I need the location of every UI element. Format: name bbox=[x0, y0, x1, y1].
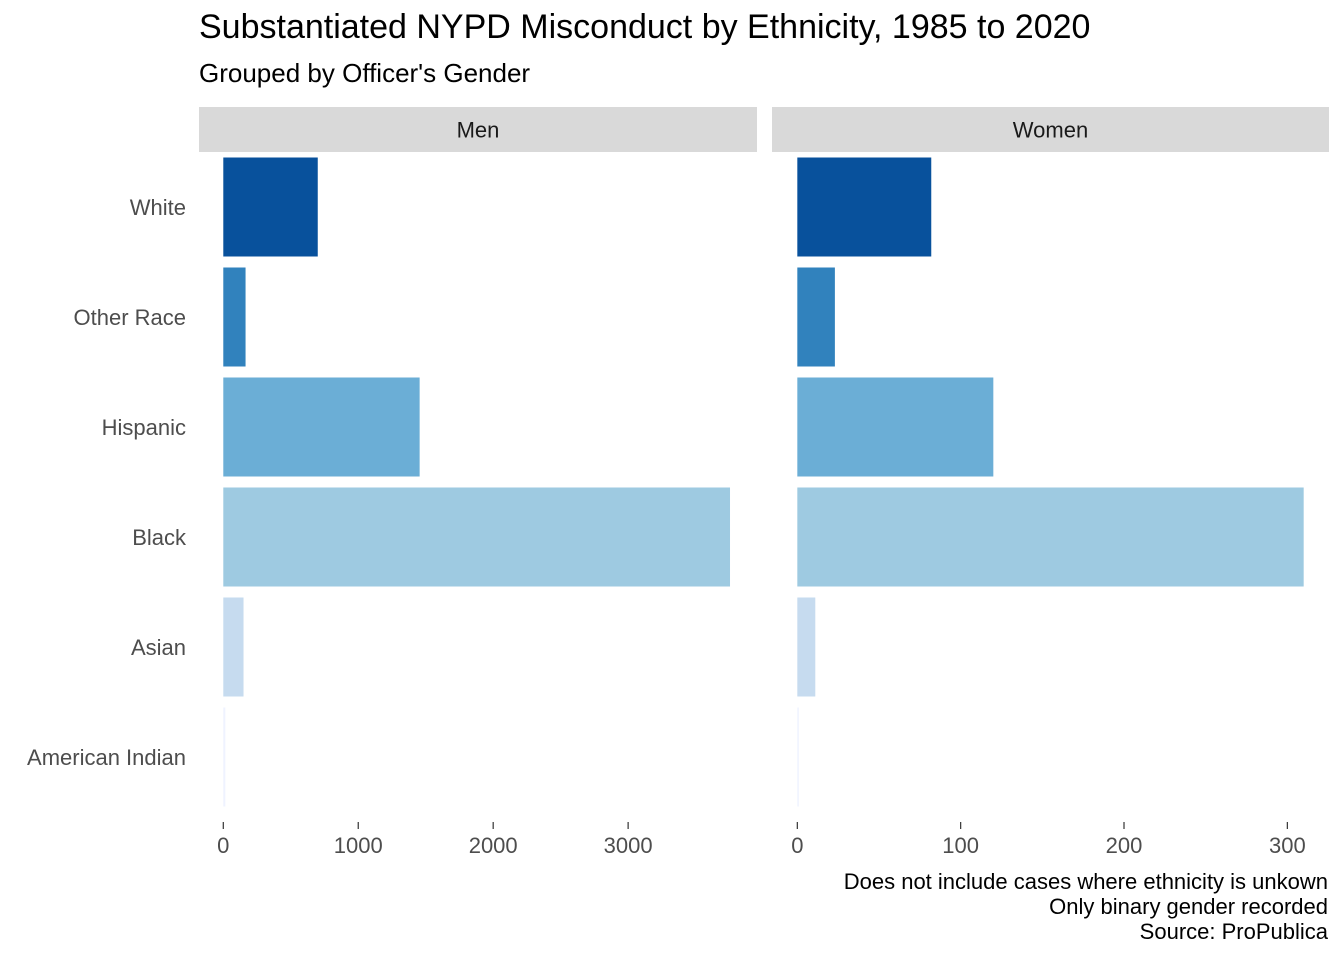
bar bbox=[797, 267, 835, 367]
y-tick-label: Other Race bbox=[74, 305, 187, 330]
chart-title: Substantiated NYPD Misconduct by Ethnici… bbox=[199, 8, 1091, 46]
y-tick-label: Hispanic bbox=[102, 415, 186, 440]
y-tick-label: Black bbox=[132, 525, 187, 550]
bar bbox=[797, 707, 799, 807]
bar bbox=[797, 157, 932, 257]
bar bbox=[797, 597, 816, 697]
facet-strip bbox=[772, 107, 1329, 152]
chart-subtitle: Grouped by Officer's Gender bbox=[199, 58, 531, 88]
bar bbox=[797, 487, 1304, 587]
bar bbox=[223, 377, 420, 477]
x-tick-label: 3000 bbox=[604, 833, 653, 858]
bar bbox=[797, 377, 994, 477]
bar bbox=[223, 157, 318, 257]
x-tick-label: 200 bbox=[1106, 833, 1143, 858]
x-tick-label: 0 bbox=[791, 833, 803, 858]
x-tick-label: 2000 bbox=[469, 833, 518, 858]
y-tick-label: Asian bbox=[131, 635, 186, 660]
facet-strip-label: Men bbox=[457, 118, 500, 143]
bar bbox=[223, 597, 244, 697]
x-tick-label: 300 bbox=[1269, 833, 1306, 858]
x-tick-label: 1000 bbox=[334, 833, 383, 858]
bar bbox=[223, 267, 246, 367]
facet-strip bbox=[199, 107, 757, 152]
bar bbox=[223, 487, 731, 587]
facet-strip-label: Women bbox=[1013, 118, 1088, 143]
caption-line-2: Only binary gender recorded bbox=[1049, 894, 1328, 919]
bar bbox=[223, 707, 226, 807]
x-tick-label: 100 bbox=[942, 833, 979, 858]
caption-line-1: Does not include cases where ethnicity i… bbox=[843, 869, 1328, 894]
y-tick-label: White bbox=[130, 195, 186, 220]
y-tick-label: American Indian bbox=[27, 745, 186, 770]
x-tick-label: 0 bbox=[217, 833, 229, 858]
caption-line-3: Source: ProPublica bbox=[1139, 919, 1328, 944]
chart-caption: Does not include cases where ethnicity i… bbox=[844, 869, 1328, 944]
